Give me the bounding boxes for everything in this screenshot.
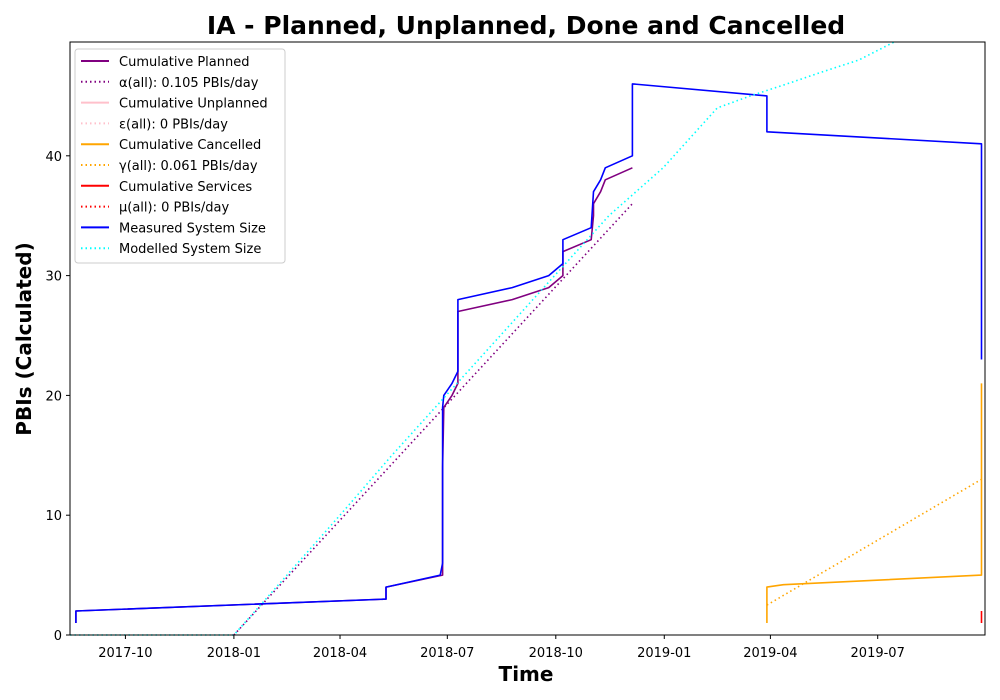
y-tick-label: 10 (45, 509, 62, 524)
plot-frame (69, 41, 986, 636)
chart-title: IA - Planned, Unplanned, Done and Cancel… (207, 11, 845, 40)
series-line-cancelled (766, 383, 983, 623)
legend: Cumulative Planned α(all): 0.105 PBIs/day… (74, 48, 286, 264)
legend-label: Cumulative Services (119, 180, 252, 195)
legend-label: Modelled System Size (119, 242, 261, 257)
series-line-modelled-size (70, 41, 895, 636)
series-line-alpha-fit (233, 203, 633, 636)
y-tick-label: 30 (45, 270, 62, 285)
legend-label: Cumulative Planned (119, 55, 249, 70)
legend-label: α(all): 0.105 PBIs/day (119, 76, 259, 91)
legend-label: γ(all): 0.061 PBIs/day (119, 159, 258, 174)
series-line-gamma-fit (766, 478, 982, 606)
x-tick-label: 2018-04 (313, 646, 367, 661)
legend-label: μ(all): 0 PBIs/day (119, 201, 229, 216)
legend-label: Measured System Size (119, 221, 266, 236)
x-tick-label: 2018-07 (420, 646, 474, 661)
y-axis-label: PBIs (Calculated) (12, 242, 36, 435)
legend-label: ε(all): 0 PBIs/day (119, 117, 228, 132)
y-axis: 0 10 20 30 40 (45, 150, 70, 644)
x-axis: 2017-10 2018-01 2018-04 2018-07 2018-10 2019-… (98, 635, 905, 661)
series-line-measured-size (75, 83, 983, 623)
x-tick-label: 2019-04 (743, 646, 797, 661)
legend-label: Cumulative Unplanned (119, 97, 268, 112)
legend-box (74, 48, 286, 264)
x-axis-label: Time (499, 662, 554, 686)
x-tick-label: 2019-01 (637, 646, 691, 661)
x-tick-label: 2019-07 (851, 646, 905, 661)
x-tick-label: 2018-10 (529, 646, 583, 661)
y-tick-label: 20 (45, 389, 62, 404)
legend-label: Cumulative Cancelled (119, 138, 261, 153)
y-tick-label: 40 (45, 150, 62, 165)
x-tick-label: 2018-01 (207, 646, 261, 661)
x-tick-label: 2017-10 (98, 646, 152, 661)
y-tick-label: 0 (54, 629, 62, 644)
